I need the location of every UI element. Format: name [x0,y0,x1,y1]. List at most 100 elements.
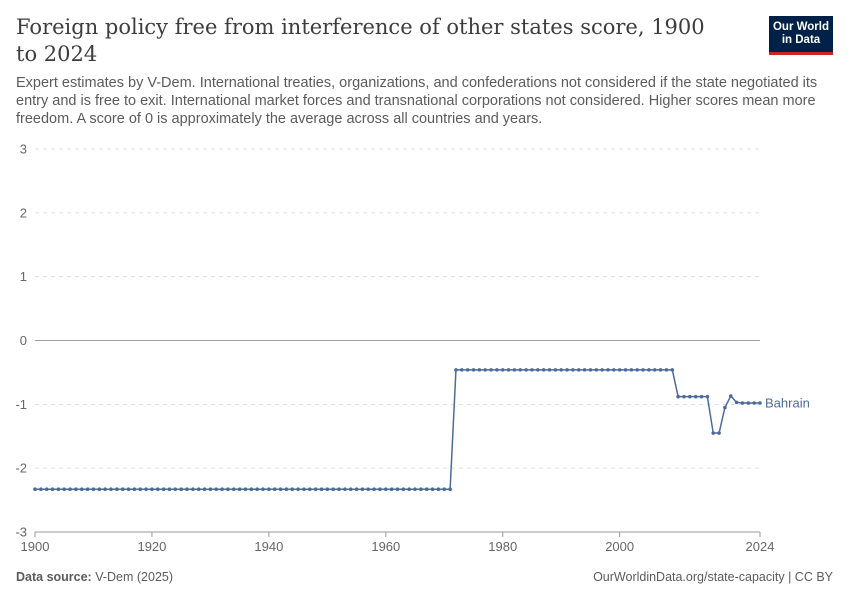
data-point [261,487,265,492]
x-tick-label: 1920 [137,539,166,554]
data-point [647,368,651,372]
x-tick-label: 2024 [746,539,775,554]
data-point [629,368,634,372]
data-point [214,487,219,492]
data-point [588,368,593,372]
data-point [167,487,172,492]
data-point [191,487,195,492]
chart-subtitle: Expert estimates by V-Dem. International… [16,75,818,127]
data-point [676,394,680,399]
data-source: Data source: V-Dem (2025) [16,570,173,584]
data-point [208,487,213,492]
data-point [56,487,61,492]
data-point [150,487,154,492]
data-point [547,368,552,372]
data-point [226,487,230,492]
data-point [384,487,388,492]
data-point [296,487,300,492]
data-point [220,487,224,492]
data-point [319,487,324,492]
data-point [717,431,721,435]
data-point [79,487,84,492]
data-point [161,487,166,492]
data-point [278,487,283,492]
data-point [454,368,458,372]
data-point [138,487,143,492]
y-tick-label: 1 [20,269,27,284]
data-point [419,487,423,492]
data-point [389,487,394,492]
data-point [115,487,119,492]
data-point [62,487,67,492]
data-point [460,368,464,372]
data-point [682,394,686,399]
data-source-value[interactable]: V-Dem (2025) [95,570,174,584]
logo-line-2: in Data [781,34,821,46]
data-point [606,368,610,372]
data-point [728,394,733,398]
data-point [442,487,447,492]
data-point [44,487,49,492]
data-point [495,368,499,372]
data-point [670,368,675,372]
y-tick-label: -2 [15,461,27,476]
data-point [196,487,201,492]
license-link[interactable]: OurWorldinData.org/state-capacity | CC B… [593,570,833,584]
data-point [39,487,43,492]
data-point [249,487,254,492]
data-point [489,368,493,372]
data-point [360,487,365,492]
data-point [699,394,704,399]
data-point [231,487,236,492]
data-point [688,394,692,399]
data-point [664,368,669,372]
data-point [582,368,587,372]
data-point [512,368,517,372]
data-point [132,487,137,492]
y-tick-label: 3 [20,142,27,157]
data-point [343,487,347,492]
data-point [734,400,739,405]
data-point [576,368,581,372]
data-point [623,368,628,372]
y-tick-label: -1 [15,397,27,412]
data-point [746,401,751,405]
data-point [536,368,540,372]
data-point [652,368,657,372]
data-point [553,368,558,372]
owid-logo[interactable]: Our World in Data [769,16,833,55]
data-point [705,394,710,399]
data-point [284,487,289,492]
data-point [559,368,564,372]
y-tick-label: 0 [20,333,27,348]
data-point [255,487,259,492]
logo-line-1: Our World [772,21,829,33]
x-tick-label: 1960 [371,539,400,554]
data-point [413,487,417,492]
data-point [85,487,90,492]
data-point [395,487,400,492]
data-point [173,487,178,492]
data-point [424,487,429,492]
x-tick-label: 1940 [254,539,283,554]
data-point [565,368,569,372]
data-point [524,368,528,372]
data-point [74,487,78,492]
data-point [243,487,248,492]
data-point [436,487,441,492]
data-point [448,487,452,492]
data-point [530,368,534,372]
data-point [378,487,382,492]
data-point [740,401,745,405]
data-point [68,487,72,492]
data-point [33,487,37,492]
data-point [693,394,698,399]
x-tick-label: 1900 [21,539,50,554]
data-point [635,368,640,372]
data-point [179,487,183,492]
data-point [641,368,645,372]
data-point [752,401,756,405]
data-point [290,487,295,492]
data-point [483,368,488,372]
